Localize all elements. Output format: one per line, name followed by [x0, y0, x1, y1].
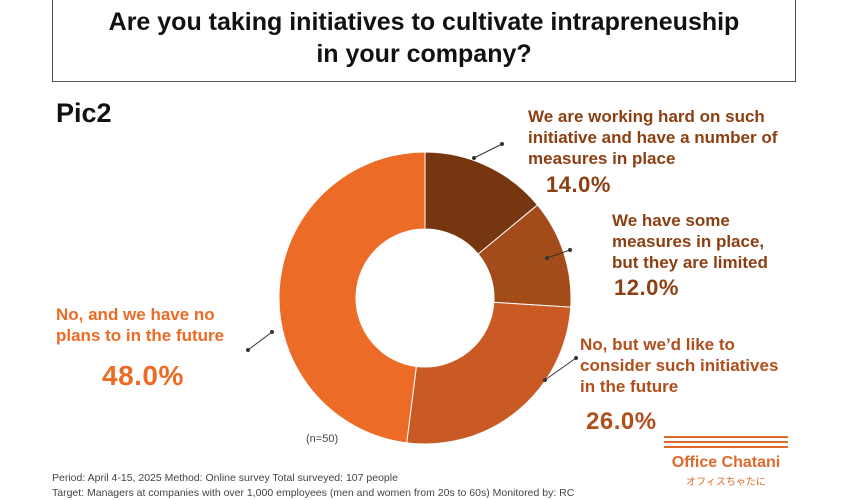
slice-label-line: No, and we have no: [56, 305, 215, 324]
chart-title-line-2: in your company?: [316, 40, 532, 68]
leader-lines: [246, 142, 578, 382]
leader-dot-working-hard: [472, 156, 476, 160]
donut-slice-consider-future: [406, 301, 572, 445]
slice-label-no-plans: No, and we have no plans to in the future: [56, 304, 224, 346]
leader-dot-working-hard: [500, 142, 504, 146]
footer-line-1: Period: April 4-15, 2025 Method: Online …: [52, 472, 398, 484]
logo-name: Office Chatani: [671, 454, 781, 471]
slice-label-line: initiative and have a number of: [528, 128, 778, 147]
donut-slice-no-plans: [278, 151, 426, 444]
logo-subtitle: オフィスちゃたに: [686, 477, 766, 488]
donut-slices: [278, 151, 572, 445]
slice-label-line: but they are limited: [612, 253, 768, 272]
slice-label-working-hard: We are working hard on such initiative an…: [528, 106, 777, 169]
slice-label-line: measures in place: [528, 149, 676, 168]
sample-size-note: (n=50): [306, 433, 339, 445]
title-box: Are you taking initiatives to cultivate …: [52, 0, 796, 82]
slice-label-line: in the future: [580, 377, 679, 396]
leader-dot-some-measures: [545, 256, 549, 260]
chart-title-line-1: Are you taking initiatives to cultivate …: [108, 8, 740, 36]
slice-label-line: measures in place,: [612, 232, 765, 251]
slice-label-some-measures: We have some measures in place, but they a…: [612, 210, 768, 273]
footer-line-2: Target: Managers at companies with over …: [52, 487, 575, 499]
leader-dot-consider-future: [543, 378, 547, 382]
slice-label-line: We have some: [612, 211, 730, 230]
leader-line-working-hard: [473, 143, 503, 159]
slice-label-line: consider such initiatives: [580, 356, 779, 375]
slice-value-consider-future: 26.0%: [586, 408, 657, 435]
leader-line-some-measures: [546, 249, 571, 259]
leader-line-consider-future: [544, 357, 577, 381]
leader-line-no-plans: [247, 331, 273, 351]
slice-value-some-measures: 12.0%: [614, 275, 679, 300]
slice-value-no-plans: 48.0%: [102, 360, 184, 391]
slice-label-consider-future: No, but we’d like to consider such initia…: [580, 334, 778, 397]
logo-stripes: [664, 436, 788, 448]
pic-label: Pic2: [56, 98, 112, 128]
leader-dot-some-measures: [568, 248, 572, 252]
slice-label-line: No, but we’d like to: [580, 335, 735, 354]
leader-dot-no-plans: [270, 330, 274, 334]
leader-dot-consider-future: [574, 356, 578, 360]
slice-label-line: plans to in the future: [56, 326, 225, 345]
office-chatani-logo: Office Chatani オフィスちゃたに: [664, 436, 788, 496]
slice-label-line: We are working hard on such: [528, 107, 765, 126]
slice-value-working-hard: 14.0%: [546, 172, 611, 197]
leader-dot-no-plans: [246, 348, 250, 352]
